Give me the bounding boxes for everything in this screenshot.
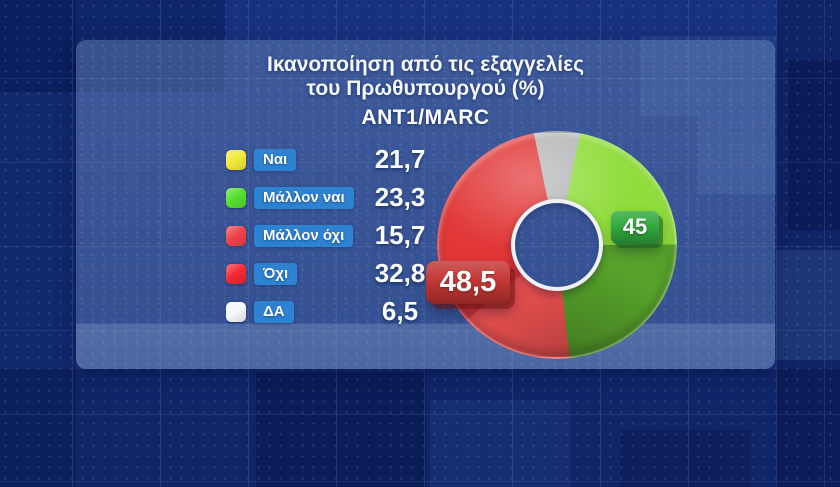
legend-label-no: Όχι [254, 263, 298, 285]
bg-block [776, 0, 840, 487]
legend-value-dk: 6,5 [381, 296, 419, 326]
legend-swatch-rather-yes [226, 188, 246, 208]
legend-label-rather-no: Μάλλον όχι [254, 225, 354, 247]
poll-title-line2: του Πρωθυπουργού (%) [306, 77, 545, 100]
donut-body [437, 131, 677, 359]
poll-panel: Ικανοποίηση από τις εξαγγελίες του Πρωθυ… [76, 40, 775, 369]
poll-title-line1: Ικανοποίηση από τις εξαγγελίες [267, 53, 584, 76]
donut-gloss [437, 131, 677, 359]
legend-swatch-rather-no [226, 226, 246, 246]
legend-row: ΔΑ 6,5 [226, 296, 418, 326]
bg-block [0, 0, 76, 487]
bg-block [788, 60, 840, 230]
legend-value-no: 32,8 [374, 258, 426, 288]
bg-block [620, 430, 750, 487]
badge-yes-total: 45 [611, 211, 659, 244]
bg-block [256, 372, 426, 487]
bg-block [0, 369, 840, 487]
poll-title: Ικανοποίηση από τις εξαγγελίες του Πρωθυ… [76, 53, 775, 101]
legend-row: Ναι 21,7 [226, 144, 425, 174]
poll-source: ANT1/MARC [361, 106, 490, 129]
bg-block [430, 400, 570, 487]
legend-label-dk: ΔΑ [254, 301, 294, 323]
legend-row: Όχι 32,8 [226, 258, 425, 288]
legend-row: Μάλλον όχι 15,7 [226, 220, 425, 250]
legend-label-rather-yes: Μάλλον ναι [254, 187, 354, 209]
legend-swatch-dk [226, 302, 246, 322]
legend-value-rather-no: 15,7 [374, 220, 426, 250]
donut-chart [437, 131, 677, 359]
badge-no-total: 48,5 [426, 261, 510, 304]
legend-row: Μάλλον ναι 23,3 [226, 182, 425, 212]
legend-value-yes: 21,7 [374, 144, 426, 174]
legend-value-rather-yes: 23,3 [374, 182, 426, 212]
legend-swatch-yes [226, 150, 246, 170]
donut-hole-ring [511, 199, 603, 291]
legend-label-yes: Ναι [254, 149, 297, 171]
legend-swatch-no [226, 264, 246, 284]
bg-block [776, 250, 840, 360]
